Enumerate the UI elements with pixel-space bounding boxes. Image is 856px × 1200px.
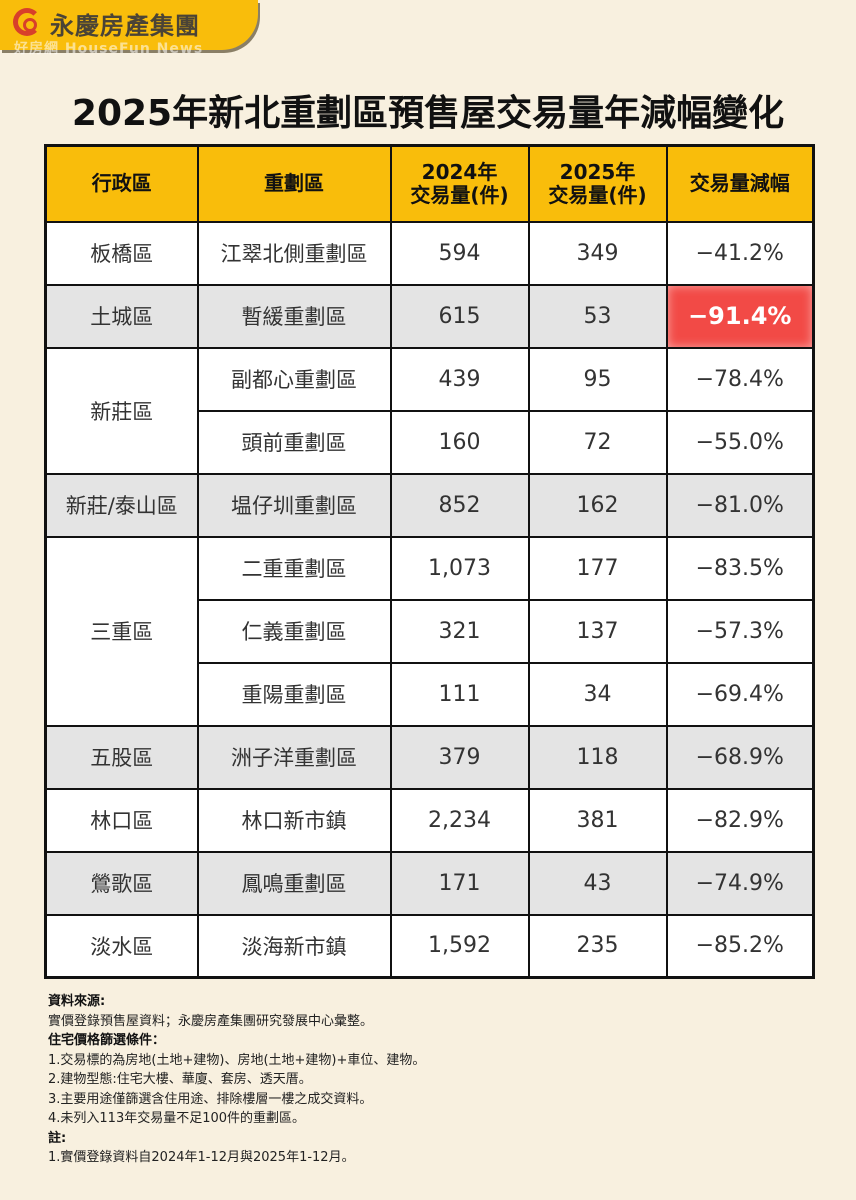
value-2024-cell: 111 (389, 661, 530, 727)
page-title: 2025年新北重劃區預售屋交易量年減幅變化 (71, 93, 785, 134)
district-cell: 五股區 (44, 724, 199, 790)
table-row: 仁義重劃區 321 137 −57.3% (46, 598, 815, 664)
value-2024-cell: 594 (389, 220, 530, 286)
header-2024-year: 2024年 (421, 159, 498, 184)
value-2025-cell: 43 (527, 850, 668, 916)
source-heading: 資料來源: (48, 994, 106, 1009)
table-row: 五股區 洲子洋重劃區 379 118 −68.9% (44, 724, 815, 790)
value-2024-cell: 1,073 (389, 535, 530, 601)
value-2025-cell: 235 (527, 913, 668, 979)
value-2024-cell: 852 (389, 472, 530, 538)
value-2025-cell: 177 (527, 535, 668, 601)
zone-cell: 鳳鳴重劃區 (196, 850, 392, 916)
transaction-table: 行政區 重劃區 2024年 交易量(件) 2025年 交易量(件) 交易量減幅 板橋… (44, 144, 815, 979)
value-2024-cell: 1,592 (389, 913, 530, 979)
value-2024-cell: 379 (389, 724, 530, 790)
value-2024-cell: 171 (389, 850, 530, 916)
change-cell: −74.9% (665, 850, 815, 916)
value-2024-cell: 615 (389, 283, 530, 349)
table-row: 重陽重劃區 111 34 −69.4% (46, 661, 815, 727)
zone-cell: 頭前重劃區 (196, 409, 392, 475)
value-2025-cell: 95 (527, 346, 668, 412)
district-cell: 鶯歌區 (44, 850, 199, 916)
change-cell: −69.4% (665, 661, 815, 727)
table-row: 林口區 林口新市鎮 2,234 381 −82.9% (44, 787, 815, 853)
header-2025: 2025年 交易量(件) (527, 144, 668, 223)
table-row: 三重區 二重重劃區 1,073 177 −83.5% (44, 535, 815, 727)
change-cell: −85.2% (665, 913, 815, 979)
table-row: 新莊區 副都心重劃區 439 95 −78.4% (44, 346, 815, 475)
zone-cell: 仁義重劃區 (196, 598, 392, 664)
district-cell: 土城區 (44, 283, 199, 349)
value-2025-cell: 118 (527, 724, 668, 790)
district-cell: 新莊/泰山區 (44, 472, 199, 538)
filter-item: 2.建物型態:住宅大樓、華廈、套房、透天厝。 (48, 1072, 312, 1087)
brand-name: 永慶房產集團 (50, 12, 200, 40)
note-heading: 註: (48, 1130, 67, 1146)
change-cell: −83.5% (665, 535, 815, 601)
zone-cell: 暫緩重劃區 (196, 283, 392, 349)
change-cell: −41.2% (665, 220, 815, 286)
zone-cell: 副都心重劃區 (196, 346, 392, 412)
zone-cell: 塭仔圳重劃區 (196, 472, 392, 538)
change-cell: −55.0% (665, 409, 815, 475)
table-row: 淡水區 淡海新市鎮 1,592 235 −85.2% (44, 913, 815, 979)
district-cell: 板橋區 (44, 220, 199, 286)
district-cell: 新莊區 (44, 346, 199, 475)
value-2025-cell: 162 (527, 472, 668, 538)
watermark: 好房網 HouseFun News (14, 41, 204, 57)
zone-cell: 淡海新市鎮 (196, 913, 392, 979)
value-2025-cell: 381 (527, 787, 668, 853)
zone-cell: 林口新市鎮 (196, 787, 392, 853)
value-2024-cell: 321 (389, 598, 530, 664)
zone-cell: 江翠北側重劃區 (196, 220, 392, 286)
brand-banner: 永慶房產集團 好房網 HouseFun News (0, 0, 258, 57)
value-2025-cell: 53 (527, 283, 668, 349)
district-cell: 淡水區 (44, 913, 199, 979)
header-zone: 重劃區 (196, 144, 392, 223)
table-row: 頭前重劃區 160 72 −55.0% (46, 409, 815, 475)
header-change: 交易量減幅 (665, 144, 815, 223)
change-cell: −78.4% (665, 346, 815, 412)
value-2025-cell: 349 (527, 220, 668, 286)
value-2024-cell: 160 (389, 409, 530, 475)
district-cell: 三重區 (44, 535, 199, 727)
header-district: 行政區 (44, 144, 199, 223)
table-header-row: 行政區 重劃區 2024年 交易量(件) 2025年 交易量(件) 交易量減幅 (44, 144, 815, 223)
zone-cell: 重陽重劃區 (196, 661, 392, 727)
change-cell-highlight: −91.4% (665, 283, 815, 349)
filter-heading: 住宅價格篩選條件： (48, 1033, 166, 1048)
zone-cell: 洲子洋重劃區 (196, 724, 392, 790)
filter-item: 3.主要用途僅篩選含住用途、排除樓層一樓之成交資料。 (48, 1091, 373, 1107)
filter-item: 1.交易標的為房地(土地+建物)、房地(土地+建物)+車位、建物。 (48, 1052, 426, 1068)
table-row: 新莊/泰山區 塭仔圳重劃區 852 162 −81.0% (44, 472, 815, 538)
filter-item: 4.未列入113年交易量不足100件的重劃區。 (48, 1111, 306, 1126)
change-cell: −81.0% (665, 472, 815, 538)
value-2025-cell: 34 (527, 661, 668, 727)
header-2025-year: 2025年 (559, 159, 636, 184)
note-text: 1.實價登錄資料自2024年1-12月與2025年1-12月。 (48, 1150, 355, 1165)
value-2025-cell: 137 (527, 598, 668, 664)
header-2024-unit: 交易量(件) (410, 182, 509, 207)
table-row: 板橋區 江翠北側重劃區 594 349 −41.2% (44, 220, 815, 286)
district-cell: 林口區 (44, 787, 199, 853)
change-cell: −82.9% (665, 787, 815, 853)
zone-cell: 二重重劃區 (196, 535, 392, 601)
source-text: 實價登錄預售屋資料；永慶房產集團研究發展中心彙整。 (48, 1013, 374, 1029)
change-cell: −57.3% (665, 598, 815, 664)
value-2024-cell: 2,234 (389, 787, 530, 853)
footnotes: 資料來源: 實價登錄預售屋資料；永慶房產集團研究發展中心彙整。 住宅價格篩選條件… (48, 992, 425, 1168)
value-2025-cell: 72 (527, 409, 668, 475)
value-2024-cell: 439 (389, 346, 530, 412)
brand-logo-icon (13, 8, 41, 36)
table-row: 鶯歌區 鳳鳴重劃區 171 43 −74.9% (44, 850, 815, 916)
header-2024: 2024年 交易量(件) (389, 144, 530, 223)
header-2025-unit: 交易量(件) (548, 182, 647, 207)
change-cell: −68.9% (665, 724, 815, 790)
table-row: 土城區 暫緩重劃區 615 53 −91.4% (44, 283, 815, 349)
